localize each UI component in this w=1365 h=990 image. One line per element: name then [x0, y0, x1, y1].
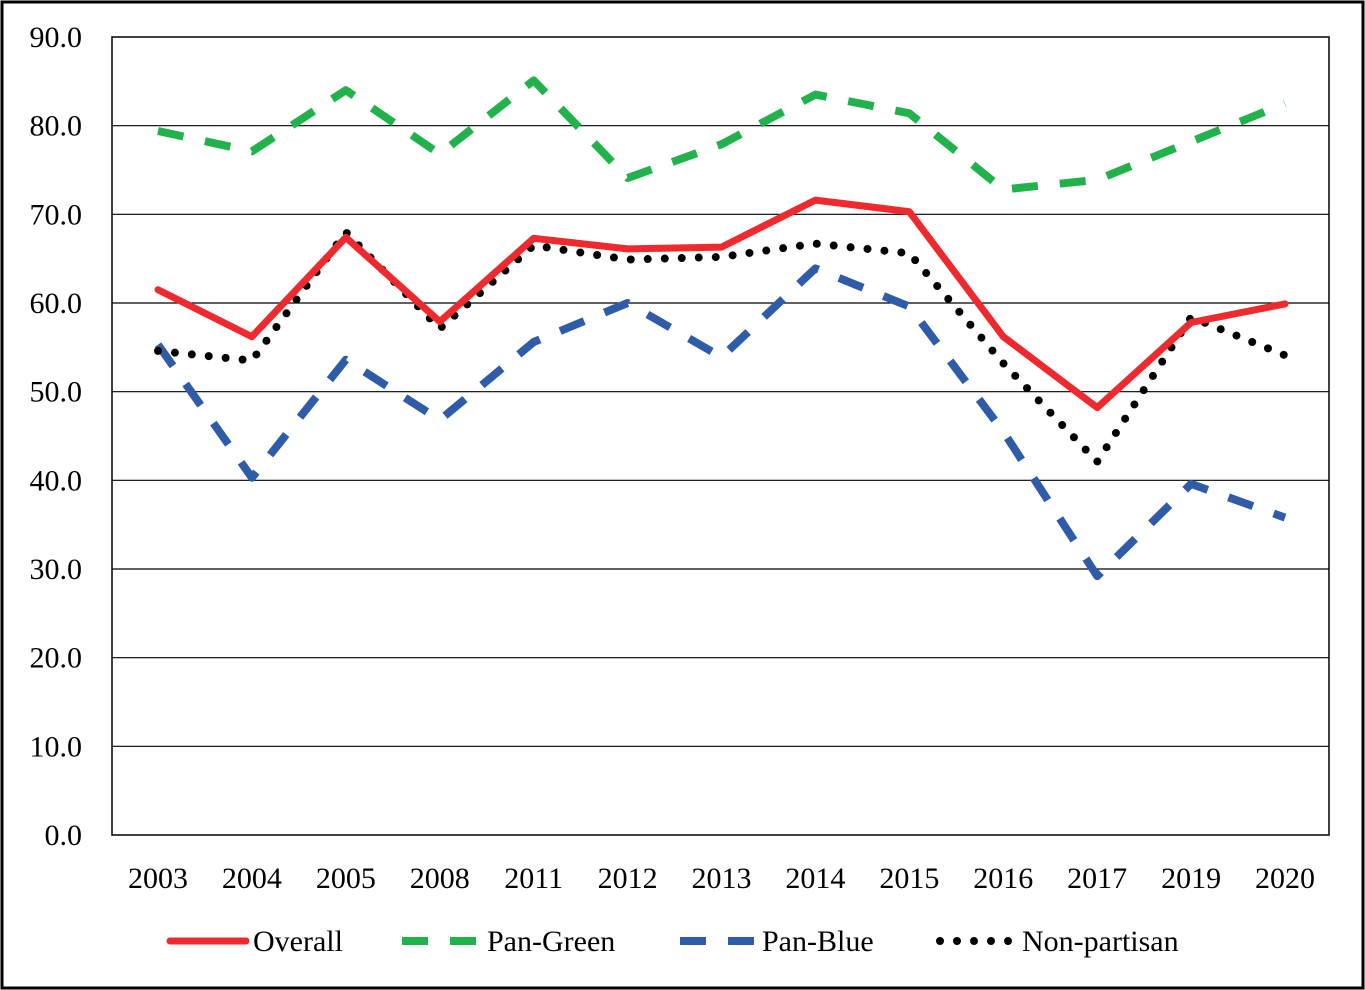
y-axis-tick-labels: 0.0 10.0 20.0 30.0 40.0 50.0 60.0 70.0 80.0 90.0 [30, 21, 83, 852]
y-tick-label: 0.0 [45, 819, 83, 852]
y-tick-label: 80.0 [30, 110, 83, 143]
legend-label-non-partisan: Non-partisan [1022, 925, 1179, 958]
y-tick-label: 50.0 [30, 376, 83, 409]
y-tick-label: 60.0 [30, 287, 83, 320]
x-axis-tick-labels: 2003 2004 2005 2008 2011 2012 2013 2014 2015 2016… [128, 862, 1315, 895]
legend-item-overall: Overall [166, 925, 343, 958]
legend-item-pan-blue: Pan-Blue [680, 925, 874, 958]
series-line-overall [154, 196, 1289, 412]
gridlines [112, 125, 1329, 747]
x-tick-label: 2020 [1255, 862, 1315, 895]
x-tick-label: 2012 [598, 862, 658, 895]
legend-item-non-partisan: Non-partisan [936, 925, 1179, 958]
x-tick-label: 2013 [692, 862, 752, 895]
x-tick-label: 2015 [879, 862, 939, 895]
x-tick-label: 2016 [973, 862, 1033, 895]
x-tick-label: 2005 [316, 862, 376, 895]
series-line-pan-green [157, 76, 1287, 194]
x-tick-label: 2014 [785, 862, 845, 895]
legend: Overall Pan-Green Pan-Blue Non-partisan [166, 925, 1179, 958]
x-tick-label: 2011 [504, 862, 563, 895]
legend-label-pan-blue: Pan-Blue [762, 925, 874, 958]
y-tick-label: 40.0 [30, 464, 83, 497]
y-tick-label: 70.0 [30, 198, 83, 231]
legend-label-pan-green: Pan-Green [487, 925, 615, 958]
plot-area-border [111, 36, 1330, 836]
x-tick-label: 2003 [128, 862, 188, 895]
y-tick-label: 90.0 [30, 21, 83, 54]
y-tick-label: 10.0 [30, 730, 83, 763]
x-tick-label: 2019 [1161, 862, 1221, 895]
series-line-pan-blue [154, 264, 1287, 581]
x-tick-label: 2017 [1067, 862, 1127, 895]
y-tick-label: 20.0 [30, 642, 83, 675]
series-line-non-partisan [154, 228, 1289, 466]
legend-label-overall: Overall [253, 925, 343, 958]
legend-item-pan-green: Pan-Green [402, 925, 615, 958]
series-lines [154, 76, 1289, 581]
x-tick-label: 2004 [222, 862, 282, 895]
x-tick-label: 2008 [410, 862, 470, 895]
y-tick-label: 30.0 [30, 553, 83, 586]
